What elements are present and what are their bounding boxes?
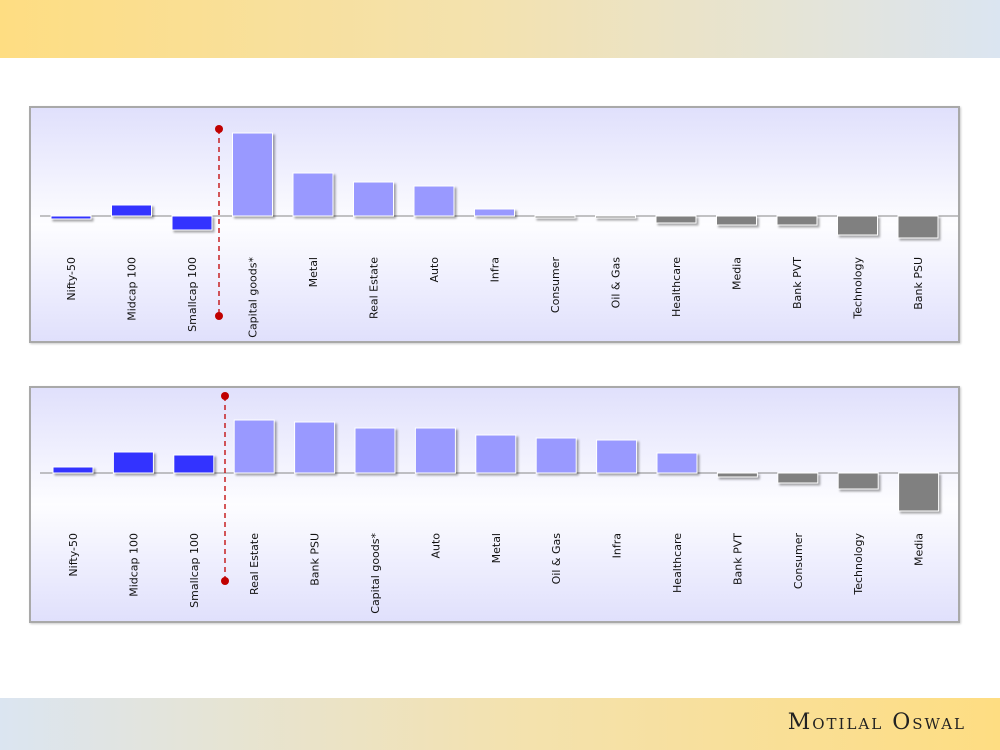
bar bbox=[596, 439, 638, 474]
bar bbox=[474, 208, 515, 217]
category-label: Oil & Gas bbox=[610, 257, 623, 309]
category-label: Auto bbox=[428, 257, 441, 283]
category-label: Oil & Gas bbox=[550, 533, 563, 585]
category-label: Bank PSU bbox=[912, 257, 925, 310]
category-label: Technology bbox=[852, 257, 865, 320]
bar bbox=[353, 181, 394, 217]
category-label: Nifty-50 bbox=[67, 533, 80, 577]
bar bbox=[50, 215, 92, 220]
category-label: Capital goods* bbox=[247, 257, 260, 338]
bar bbox=[534, 215, 576, 219]
divider-dot bbox=[221, 577, 229, 585]
divider-dot bbox=[215, 125, 223, 133]
divider-dot bbox=[221, 392, 229, 400]
bar bbox=[414, 427, 456, 474]
bar bbox=[173, 454, 215, 474]
category-label: Capital goods* bbox=[369, 533, 382, 614]
category-label: Bank PVT bbox=[791, 257, 804, 309]
bar bbox=[655, 215, 697, 224]
category-label: Metal bbox=[307, 257, 320, 287]
category-label: Auto bbox=[429, 533, 442, 559]
bar bbox=[716, 215, 757, 226]
bar bbox=[897, 215, 939, 239]
bar bbox=[112, 451, 154, 474]
chart-2-svg: Nifty-50 Midcap 100 Smallcap 100 Real Estat… bbox=[40, 392, 958, 614]
category-label: Healthcare bbox=[670, 257, 683, 317]
category-label: Smallcap 100 bbox=[188, 533, 201, 608]
category-label: Media bbox=[731, 257, 744, 290]
bar bbox=[292, 172, 334, 217]
bar bbox=[171, 215, 213, 231]
bar bbox=[595, 215, 636, 219]
bar bbox=[716, 472, 758, 478]
bar bbox=[294, 421, 336, 474]
chart-1-svg: Nifty-50 Midcap 100 Smallcap 100 Capital go… bbox=[40, 125, 958, 338]
category-label: Nifty-50 bbox=[65, 257, 78, 301]
category-label: Metal bbox=[490, 533, 503, 563]
company-logo: Motilal Oswal bbox=[787, 710, 966, 735]
bar bbox=[232, 132, 273, 217]
category-label: Healthcare bbox=[671, 533, 684, 593]
bar bbox=[111, 204, 152, 217]
bar bbox=[413, 185, 455, 217]
bar bbox=[898, 472, 940, 512]
category-label: Real Estate bbox=[368, 257, 381, 319]
category-label: Media bbox=[913, 533, 926, 566]
category-label: Bank PVT bbox=[731, 533, 744, 585]
divider-dot bbox=[215, 312, 223, 320]
bar bbox=[777, 472, 819, 484]
bar bbox=[837, 215, 878, 236]
header-band bbox=[0, 0, 1000, 58]
bar bbox=[354, 427, 396, 474]
bar bbox=[656, 452, 698, 474]
footer-band: Motilal Oswal bbox=[0, 698, 1000, 750]
category-label: Midcap 100 bbox=[126, 257, 139, 321]
bar bbox=[475, 434, 517, 474]
category-label: Smallcap 100 bbox=[186, 257, 199, 332]
category-label: Consumer bbox=[792, 533, 805, 590]
bar bbox=[837, 472, 879, 490]
category-label: Infra bbox=[611, 533, 624, 558]
chart-2: Nifty-50 Midcap 100 Smallcap 100 Real Estat… bbox=[29, 386, 960, 623]
category-label: Consumer bbox=[549, 257, 562, 314]
bar bbox=[52, 466, 94, 474]
bar bbox=[535, 437, 577, 474]
category-label: Technology bbox=[852, 533, 865, 596]
bar bbox=[233, 419, 275, 474]
category-label: Midcap 100 bbox=[127, 533, 140, 597]
category-label: Bank PSU bbox=[309, 533, 322, 586]
category-label: Infra bbox=[489, 257, 502, 282]
chart-1: Nifty-50 Midcap 100 Smallcap 100 Capital go… bbox=[29, 106, 960, 343]
category-label: Real Estate bbox=[248, 533, 261, 595]
bar bbox=[776, 215, 818, 226]
